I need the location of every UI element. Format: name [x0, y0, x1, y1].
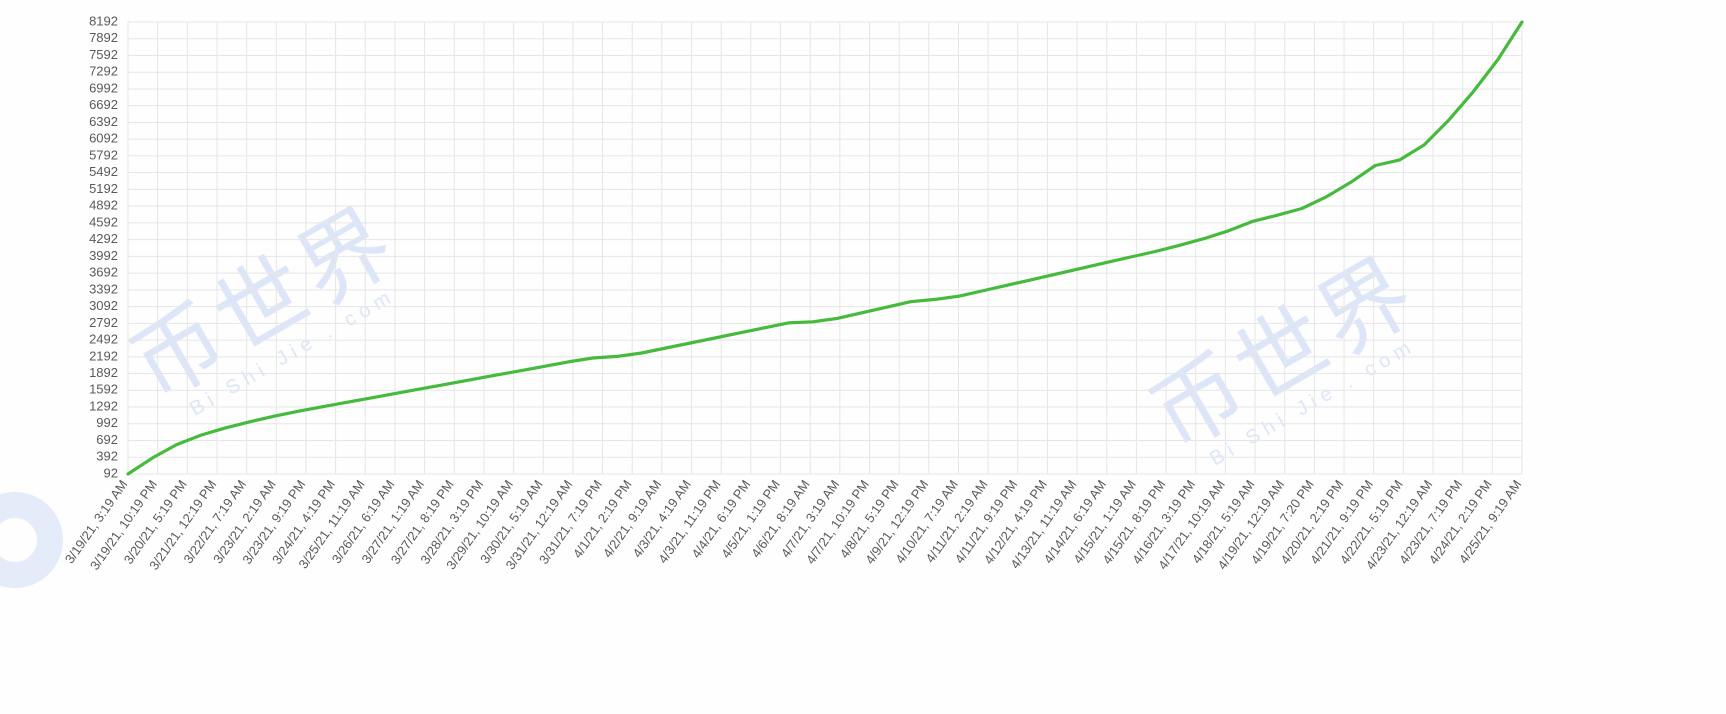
- svg-text:6992: 6992: [89, 80, 118, 95]
- svg-text:5192: 5192: [89, 181, 118, 196]
- svg-text:92: 92: [104, 465, 118, 480]
- svg-text:6092: 6092: [89, 131, 118, 146]
- svg-text:4892: 4892: [89, 198, 118, 213]
- svg-text:692: 692: [96, 432, 118, 447]
- svg-text:1292: 1292: [89, 398, 118, 413]
- svg-text:5492: 5492: [89, 164, 118, 179]
- svg-text:4592: 4592: [89, 214, 118, 229]
- svg-text:1592: 1592: [89, 382, 118, 397]
- svg-text:6392: 6392: [89, 114, 118, 129]
- svg-text:4292: 4292: [89, 231, 118, 246]
- chart-svg: 币世界Bi Shi Jie . com币世界Bi Shi Jie . com92…: [0, 0, 1726, 714]
- svg-text:7292: 7292: [89, 64, 118, 79]
- svg-text:5792: 5792: [89, 147, 118, 162]
- svg-text:392: 392: [96, 449, 118, 464]
- svg-text:2792: 2792: [89, 315, 118, 330]
- svg-text:2192: 2192: [89, 348, 118, 363]
- svg-text:6692: 6692: [89, 97, 118, 112]
- svg-text:3992: 3992: [89, 248, 118, 263]
- svg-text:2492: 2492: [89, 332, 118, 347]
- line-chart: 币世界Bi Shi Jie . com币世界Bi Shi Jie . com92…: [0, 0, 1726, 714]
- svg-text:7592: 7592: [89, 47, 118, 62]
- svg-text:3692: 3692: [89, 265, 118, 280]
- svg-text:3092: 3092: [89, 298, 118, 313]
- svg-text:3392: 3392: [89, 281, 118, 296]
- svg-text:992: 992: [96, 415, 118, 430]
- svg-text:1892: 1892: [89, 365, 118, 380]
- svg-text:7892: 7892: [89, 30, 118, 45]
- svg-text:8192: 8192: [89, 13, 118, 28]
